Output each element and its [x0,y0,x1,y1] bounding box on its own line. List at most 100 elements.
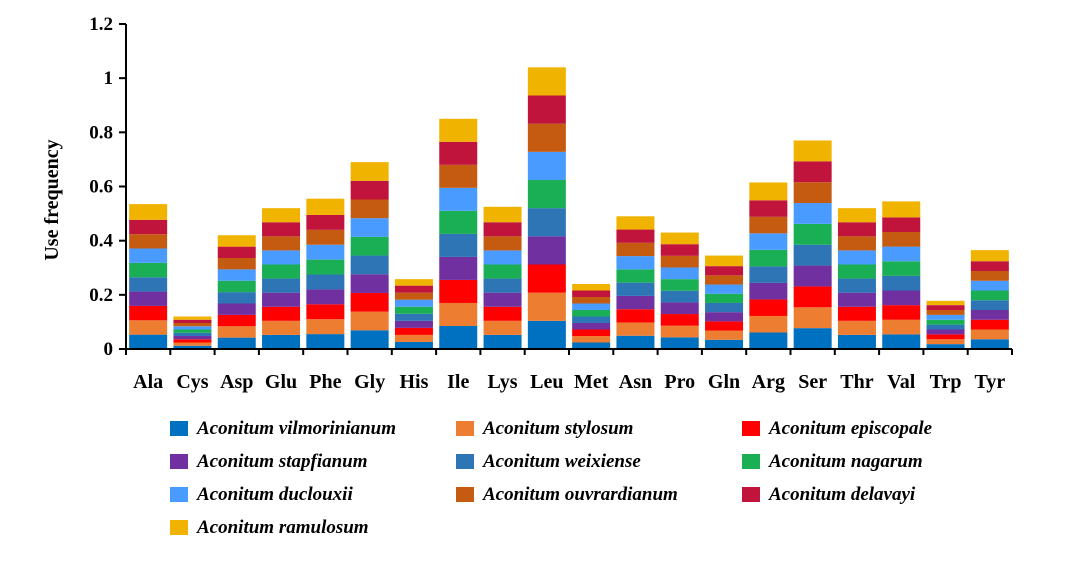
bar-segment-trp-6 [926,319,965,325]
bar-segment-glu-7 [262,250,301,265]
bar-segment-asp-4 [217,303,256,315]
bar-segment-gln-1 [705,339,744,349]
bar-segment-leu-4 [527,236,566,265]
bar-segment-trp-4 [926,329,965,335]
bar-segment-phe-8 [306,229,345,245]
y-tick-label: 1.2 [89,14,113,35]
bar-segment-his-3 [394,327,433,335]
bar-segment-gln-7 [705,284,744,294]
bar-segment-ile-5 [439,233,478,257]
legend-swatch [456,487,474,502]
plot-area: 0 0.2 0.4 0.6 0.8 1 1.2 Ala Cys Asp Glu Phe Gly His Il… [89,14,1013,393]
legend-label: Aconitum nagarum [769,450,923,472]
legend-label: Aconitum ouvrardianum [483,483,678,505]
bar-segment-gln-3 [705,321,744,331]
x-tick-label-arg: Arg [752,371,785,393]
x-tick-label-phe: Phe [309,371,341,393]
y-tick-label: 0.8 [89,122,113,143]
bar-segment-pro-1 [660,337,699,349]
bar-segment-arg-9 [749,200,788,217]
x-tick-label-asp: Asp [220,371,253,393]
bar-segment-trp-5 [926,324,965,330]
bar-segment-his-9 [394,285,433,293]
legend-item: Aconitum ouvrardianum [456,484,742,505]
bar-segment-gly-9 [350,180,389,200]
bar-segment-ile-9 [439,141,478,165]
bar-segment-tyr-4 [970,310,1009,320]
bar-segment-cys-8 [173,323,212,327]
bar-segment-ala-3 [129,305,168,321]
bar-segment-asn-1 [616,335,655,349]
bar-segment-gly-4 [350,274,389,293]
bar-segment-gln-6 [705,293,744,303]
x-tick-label-ile: Ile [447,371,469,393]
bar-segment-thr-7 [837,250,876,265]
bar-segment-ile-10 [439,118,478,142]
legend-item: Aconitum episcopale [742,418,1042,439]
bar-segment-ser-9 [793,161,832,183]
bar-segment-phe-10 [306,198,345,215]
bar-segment-asp-7 [217,269,256,281]
bar-segment-tyr-5 [970,300,1009,310]
bar-segment-glu-4 [262,292,301,307]
bar-segment-ile-4 [439,256,478,280]
bar-segment-tyr-8 [970,271,1009,281]
bar-segment-pro-6 [660,279,699,291]
bar-segment-pro-10 [660,232,699,245]
bar-segment-his-5 [394,313,433,321]
bar-segment-phe-1 [306,334,345,349]
x-tick-label-trp: Trp [930,371,962,393]
bar-segment-phe-4 [306,289,345,305]
bar-segment-asp-6 [217,280,256,293]
bar-segment-met-6 [572,310,611,317]
bar-segment-arg-7 [749,233,788,250]
bar-segment-cys-6 [173,329,212,333]
bar-segment-gln-10 [705,255,744,267]
x-tick-label-lys: Lys [488,371,518,393]
bar-segment-cys-3 [173,339,212,343]
bar-segment-glu-2 [262,320,301,335]
bar-segment-leu-7 [527,151,566,180]
legend-item: Aconitum vilmorinianum [170,418,456,439]
bar-segment-val-3 [882,305,921,320]
bar-segment-trp-7 [926,314,965,320]
bar-segment-his-6 [394,306,433,314]
bar-segment-glu-9 [262,222,301,237]
bar-segment-cys-5 [173,332,212,336]
bar-segment-val-1 [882,334,921,350]
bar-segment-ser-1 [793,328,832,349]
x-tick-label-tyr: Tyr [974,371,1005,393]
bar-segment-gly-6 [350,236,389,256]
bar-segment-asp-2 [217,326,256,338]
bar-segment-gln-4 [705,312,744,322]
legend-swatch [742,487,760,502]
legend-label: Aconitum delavayi [769,483,916,505]
bar-segment-ser-8 [793,182,832,204]
bar-segment-cys-7 [173,326,212,330]
bar-segment-leu-6 [527,180,566,209]
legend-label: Aconitum stapfianum [197,450,368,472]
bar-segment-trp-8 [926,310,965,315]
legend-swatch [170,487,188,502]
bar-segment-his-7 [394,299,433,307]
bar-segment-tyr-6 [970,290,1009,301]
legend-item: Aconitum duclouxii [170,484,456,505]
bar-segment-met-5 [572,316,611,323]
bar-segment-gln-2 [705,330,744,340]
bar-segment-asn-9 [616,229,655,243]
bar-segment-ala-1 [129,334,168,349]
bar-segment-val-9 [882,217,921,233]
bar-segment-gly-7 [350,218,389,237]
bar-segment-ser-6 [793,223,832,245]
bar-segment-ala-2 [129,320,168,335]
bar-segment-pro-9 [660,244,699,256]
bar-segment-thr-9 [837,222,876,237]
bar-segment-lys-9 [483,222,522,237]
bar-segment-ala-6 [129,262,168,278]
bar-segment-ser-4 [793,265,832,287]
bar-segment-gln-5 [705,302,744,313]
bar-segment-gly-8 [350,199,389,219]
bar-segment-lys-5 [483,278,522,293]
bar-segment-thr-8 [837,236,876,251]
bar-segment-trp-9 [926,305,965,311]
